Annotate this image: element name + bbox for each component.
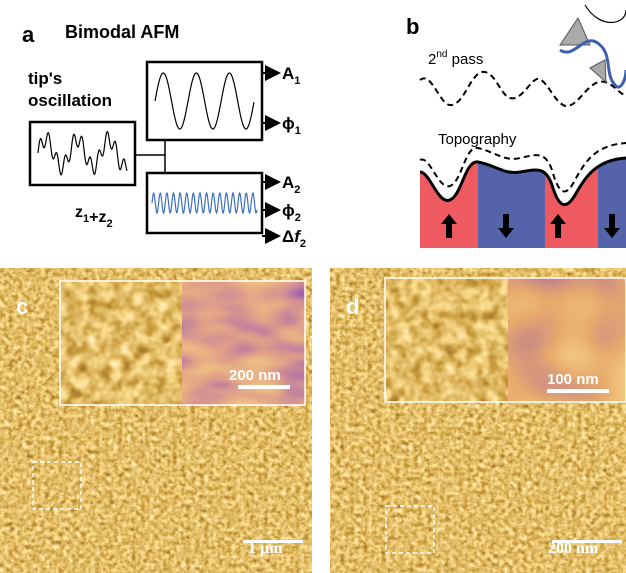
text: 2 bbox=[300, 238, 306, 250]
text: Δ bbox=[282, 227, 294, 246]
scale-bar bbox=[238, 385, 290, 389]
second-pass-label: 2nd pass bbox=[428, 49, 483, 68]
topography-trace bbox=[419, 142, 626, 193]
output-label: A1 bbox=[282, 64, 300, 87]
text: 2 bbox=[295, 212, 301, 224]
panel-label: a bbox=[22, 22, 35, 47]
text: z bbox=[98, 209, 106, 226]
panel-label: d bbox=[346, 294, 359, 319]
output-label: ϕ1 bbox=[282, 114, 301, 137]
text: f bbox=[294, 227, 302, 246]
input-label: tip's bbox=[28, 69, 62, 88]
text: nd bbox=[436, 49, 447, 60]
cantilever bbox=[559, 4, 626, 89]
scale-label: 1 µm bbox=[248, 540, 283, 557]
output-label: ϕ2 bbox=[282, 201, 301, 224]
polarization-arrow bbox=[498, 214, 514, 238]
panel-label: c bbox=[16, 294, 28, 319]
output-wave bbox=[154, 72, 255, 130]
text: A bbox=[282, 64, 294, 83]
input-wave bbox=[37, 131, 128, 176]
inset-frame bbox=[59, 280, 306, 406]
inset-scale-label: 200 nm bbox=[229, 367, 281, 384]
text: ϕ bbox=[282, 114, 295, 133]
polarization-arrow bbox=[550, 214, 566, 238]
text: 2 bbox=[428, 51, 436, 68]
text: 1 bbox=[295, 125, 301, 137]
text: 1 bbox=[83, 213, 89, 225]
polarization-arrow bbox=[441, 214, 457, 238]
polarization-arrow bbox=[604, 214, 620, 238]
scale-bar bbox=[552, 540, 622, 543]
text: pass bbox=[447, 51, 483, 68]
scale-bar bbox=[547, 389, 609, 393]
zoom-box bbox=[385, 505, 435, 554]
surface bbox=[419, 156, 626, 207]
scale-label: 200 nm bbox=[548, 540, 599, 557]
output-wave bbox=[151, 191, 258, 215]
scale-bar bbox=[243, 540, 303, 543]
text: 1 bbox=[294, 75, 300, 87]
output-label: A2 bbox=[282, 173, 300, 196]
text: 2 bbox=[106, 218, 112, 230]
second-pass-trace bbox=[419, 70, 626, 107]
text: z bbox=[75, 204, 83, 221]
inset-topography bbox=[385, 278, 508, 402]
panel-label: b bbox=[406, 14, 419, 39]
output-label: Δf2 bbox=[282, 227, 306, 250]
input-box bbox=[28, 120, 137, 187]
inset-scale-label: 100 nm bbox=[547, 371, 599, 388]
text: ϕ bbox=[282, 201, 295, 220]
inset-phase bbox=[508, 278, 626, 402]
text: 2 bbox=[294, 184, 300, 196]
zoom-box bbox=[32, 461, 82, 510]
text: + bbox=[89, 209, 98, 226]
topography-label: Topography bbox=[438, 131, 517, 148]
text: A bbox=[282, 173, 294, 192]
input-signal-label: z1+z2 bbox=[75, 204, 113, 230]
panel-title: Bimodal AFM bbox=[65, 22, 179, 42]
inset-phase bbox=[181, 280, 306, 406]
inset-topography bbox=[59, 280, 183, 406]
inset-frame bbox=[384, 277, 626, 403]
input-label: oscillation bbox=[28, 91, 112, 110]
